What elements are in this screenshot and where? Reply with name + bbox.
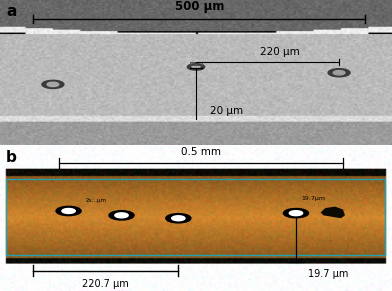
Text: 500 μm: 500 μm [175,0,225,13]
FancyBboxPatch shape [0,146,392,291]
Circle shape [62,208,75,214]
Text: b: b [6,150,17,165]
Polygon shape [321,207,345,218]
Circle shape [333,71,345,75]
Circle shape [289,211,303,216]
Circle shape [283,208,309,218]
Circle shape [187,64,205,70]
Text: 19.7 μm: 19.7 μm [308,269,348,278]
Text: 0.5 mm: 0.5 mm [181,147,221,157]
Circle shape [192,65,200,68]
Circle shape [47,82,59,87]
Circle shape [328,69,350,77]
Text: a: a [6,4,16,19]
Circle shape [56,206,81,216]
Text: 2x...µm: 2x...µm [85,198,107,203]
Circle shape [172,216,185,221]
Text: 20 μm: 20 μm [210,106,243,116]
Circle shape [166,214,191,223]
Circle shape [42,80,64,88]
Text: 220.7 μm: 220.7 μm [82,279,129,289]
Text: 19.7μm: 19.7μm [302,196,326,201]
Text: 220 μm: 220 μm [260,47,300,57]
Circle shape [109,211,134,220]
Circle shape [115,213,128,218]
